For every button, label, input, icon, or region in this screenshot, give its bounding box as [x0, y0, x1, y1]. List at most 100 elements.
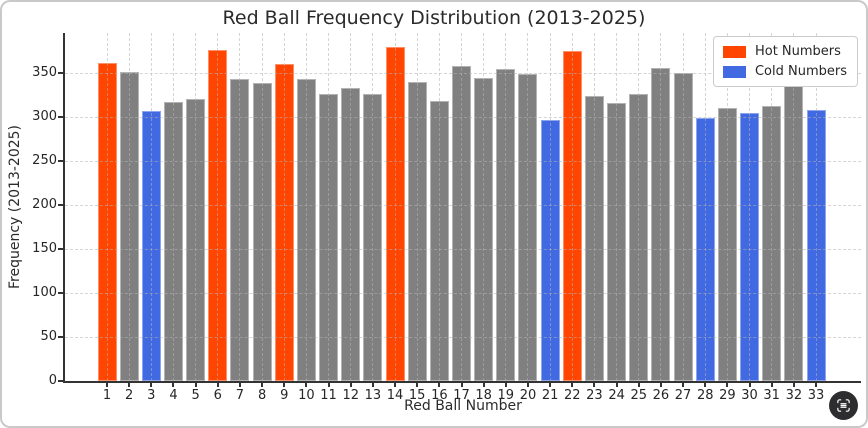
- gridline-x-27: [682, 33, 684, 381]
- gridline-x-33: [815, 33, 817, 381]
- legend-item-hot: Hot Numbers: [722, 44, 847, 59]
- legend-label-hot: Hot Numbers: [754, 44, 841, 59]
- gridline-x-1: [106, 33, 108, 381]
- x-tick-label-24: 24: [608, 388, 625, 403]
- gridline-x-12: [350, 33, 352, 381]
- x-axis-label: Red Ball Number: [404, 398, 522, 414]
- x-tick-label-31: 31: [763, 388, 780, 403]
- x-tick-mark-7: [238, 383, 241, 387]
- x-tick-mark-9: [283, 383, 286, 387]
- gridline-y-200: [65, 204, 861, 206]
- y-tick-label-300: 300: [32, 109, 57, 125]
- y-tick-mark-250: [58, 160, 63, 163]
- x-tick-label-6: 6: [213, 388, 222, 403]
- x-tick-mark-17: [460, 383, 463, 387]
- x-tick-mark-14: [394, 383, 397, 387]
- gridline-x-7: [239, 33, 241, 381]
- gridline-x-28: [704, 33, 706, 381]
- gridline-x-16: [438, 33, 440, 381]
- x-tick-mark-28: [704, 383, 707, 387]
- x-tick-label-23: 23: [586, 388, 603, 403]
- x-tick-mark-29: [726, 383, 729, 387]
- gridline-x-21: [549, 33, 551, 381]
- x-tick-label-26: 26: [652, 388, 670, 403]
- y-tick-label-100: 100: [32, 285, 57, 301]
- hot-numbers-swatch: [722, 45, 746, 58]
- y-tick-mark-150: [58, 248, 63, 251]
- x-tick-mark-27: [682, 383, 685, 387]
- y-tick-label-350: 350: [32, 65, 57, 81]
- x-tick-label-14: 14: [386, 388, 404, 403]
- gridline-x-30: [749, 33, 751, 381]
- x-tick-label-25: 25: [630, 388, 648, 403]
- x-tick-mark-24: [615, 383, 618, 387]
- x-tick-label-18: 18: [475, 388, 492, 403]
- x-axis-spine: [63, 381, 861, 383]
- x-tick-label-3: 3: [147, 388, 156, 403]
- chart-title: Red Ball Frequency Distribution (2013-20…: [222, 7, 646, 29]
- gridline-y-50: [65, 336, 861, 338]
- x-tick-mark-15: [416, 383, 419, 387]
- x-tick-label-2: 2: [125, 388, 134, 403]
- screenshot-scan-button[interactable]: [829, 391, 858, 420]
- x-tick-mark-26: [659, 383, 662, 387]
- x-tick-mark-3: [150, 383, 153, 387]
- x-tick-mark-18: [482, 383, 485, 387]
- gridline-x-3: [150, 33, 152, 381]
- y-tick-label-250: 250: [32, 153, 57, 169]
- scan-icon: [835, 397, 852, 414]
- x-tick-label-19: 19: [497, 388, 515, 403]
- gridline-y-350: [65, 72, 861, 74]
- x-tick-mark-4: [172, 383, 175, 387]
- x-tick-mark-2: [128, 383, 131, 387]
- gridline-x-10: [305, 33, 307, 381]
- x-tick-label-15: 15: [408, 388, 426, 403]
- gridline-x-24: [616, 33, 618, 381]
- x-tick-mark-33: [815, 383, 817, 387]
- legend-item-cold: Cold Numbers: [722, 64, 847, 79]
- x-tick-label-13: 13: [364, 388, 382, 403]
- x-tick-label-30: 30: [741, 388, 758, 403]
- x-tick-label-20: 20: [519, 388, 537, 403]
- x-tick-mark-11: [327, 383, 330, 387]
- x-tick-label-1: 1: [102, 388, 112, 403]
- x-tick-label-12: 12: [342, 388, 359, 403]
- y-tick-mark-100: [58, 292, 63, 295]
- x-tick-mark-30: [748, 383, 751, 387]
- gridline-x-20: [527, 33, 529, 381]
- gridline-y-100: [65, 292, 861, 294]
- x-tick-mark-32: [792, 383, 795, 387]
- gridline-x-6: [217, 33, 219, 381]
- gridline-x-29: [726, 33, 728, 381]
- x-tick-mark-12: [349, 383, 352, 387]
- x-tick-label-28: 28: [696, 388, 714, 403]
- gridline-x-13: [372, 33, 374, 381]
- gridline-x-2: [128, 33, 130, 381]
- gridline-x-4: [172, 33, 174, 381]
- x-tick-label-22: 22: [564, 388, 581, 403]
- legend-label-cold: Cold Numbers: [754, 64, 847, 79]
- gridline-x-5: [195, 33, 197, 381]
- gridline-y-300: [65, 116, 861, 118]
- x-tick-label-29: 29: [719, 388, 736, 403]
- gridline-x-32: [793, 33, 795, 381]
- x-tick-label-8: 8: [257, 388, 267, 403]
- x-tick-label-10: 10: [298, 388, 315, 403]
- x-tick-mark-8: [261, 383, 264, 387]
- x-tick-label-9: 9: [280, 388, 289, 403]
- y-tick-label-150: 150: [32, 241, 57, 257]
- x-tick-mark-13: [371, 383, 374, 387]
- x-tick-mark-21: [549, 383, 552, 387]
- x-tick-label-33: 33: [807, 388, 825, 403]
- x-tick-label-21: 21: [541, 388, 559, 403]
- x-tick-mark-31: [770, 383, 773, 387]
- x-tick-mark-5: [194, 383, 197, 387]
- y-tick-mark-200: [58, 204, 63, 207]
- gridline-x-14: [394, 33, 396, 381]
- x-tick-mark-10: [305, 383, 308, 387]
- gridline-x-26: [660, 33, 662, 381]
- gridline-x-8: [261, 33, 263, 381]
- y-tick-mark-50: [58, 336, 63, 339]
- y-tick-mark-350: [58, 72, 63, 75]
- x-tick-mark-19: [504, 383, 507, 387]
